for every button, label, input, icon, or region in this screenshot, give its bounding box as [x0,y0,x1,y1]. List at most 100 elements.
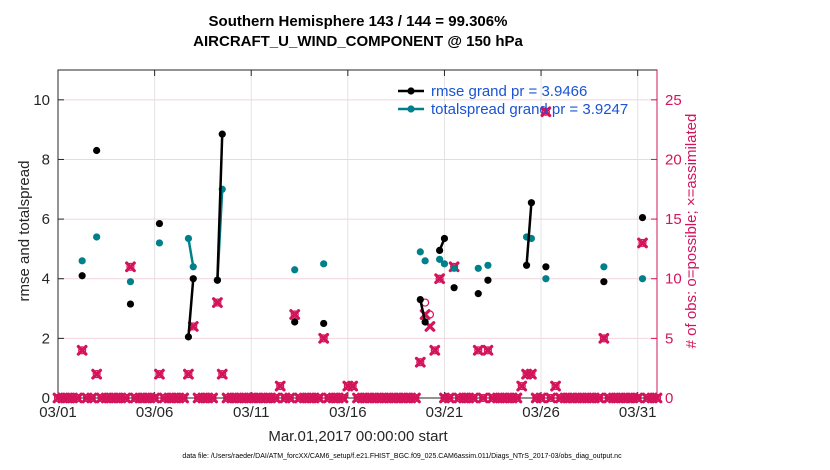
obs-assimilated-stroke [414,356,426,368]
obs-assimilated-stroke [337,392,349,404]
obs-assimilated-stroke [651,392,663,404]
obs-assimilated-point [284,392,296,404]
obs-possible-point [483,346,493,355]
obs-assimilated-stroke [318,332,330,344]
totalspread-point [638,275,647,283]
y2-tick-label: 0 [665,390,673,407]
y2-tick-label: 20 [665,151,682,168]
obs-assimilated-point [482,344,494,356]
obs-assimilated-stroke [593,392,605,404]
grid-lines [57,70,657,399]
obs-assimilated-point [598,332,610,344]
y2-tick-label: 10 [665,271,682,288]
obs-possible-point [184,370,193,379]
totalspread-point [542,275,550,283]
obs-assimilated-point [86,392,98,404]
obs-possible-point [551,381,560,391]
obs-possible-point [435,274,444,283]
obs-assimilated-stroke [424,321,436,332]
obs-assimilated-stroke [154,368,165,380]
totalspread-point [421,257,429,265]
totalspread-point [320,260,328,268]
obs-assimilated-point [149,392,161,404]
x-tick-label: 03/11 [233,404,269,421]
obs-assimilated-point [434,273,446,285]
y-tick-label: 0 [42,390,50,407]
obs-assimilated-point [269,392,281,404]
obs-assimilated-point [212,297,223,308]
obs-assimilated-stroke [274,380,286,392]
obs-assimilated-point [154,368,165,380]
obs-possible-point [290,310,299,319]
obs-assimilated-stroke [269,392,281,404]
obs-possible-point [474,346,483,355]
totalspread-point [600,263,608,271]
y2-tick-label: 25 [665,92,682,109]
legend-rmse-marker [407,87,415,95]
obs-assimilated-stroke [216,368,228,380]
obs-assimilated-point [526,368,537,380]
x-axis-label: Mar.01,2017 00:00:00 start [268,428,448,445]
obs-assimilated-point [651,392,663,404]
rmse-point [416,296,424,304]
rmse-point [484,276,492,284]
obs-assimilated-point [125,261,136,273]
obs-assimilated-stroke [187,321,199,332]
rmse-point [421,318,429,326]
obs-assimilated-point [216,368,228,380]
obs-possible-point [155,370,164,379]
obs-possible-point [126,262,135,271]
obs-possible-point [599,334,608,343]
totalspread-point [184,234,193,243]
obs-assimilated-point [468,392,479,404]
rmse-point [320,319,328,328]
chart-title: Southern Hemisphere 143 / 144 = 99.306% [209,13,508,30]
totalspread-point [440,260,449,268]
rmse-point [600,278,608,286]
rmse-line-segment [419,299,427,323]
y-tick-label: 2 [42,330,50,347]
obs-assimilated-stroke [419,309,431,320]
y-axis-left: 0 2 4 6 8 10 [33,92,64,407]
y-tick-label: 8 [42,151,50,168]
obs-assimilated-stroke [347,380,359,392]
totalspread-point [291,266,299,274]
y-tick-label: 10 [33,92,50,109]
chart-subtitle: AIRCRAFT_U_WIND_COMPONENT @ 150 hPa [193,33,523,50]
obs-assimilated-point [71,392,83,404]
totalspread-point [126,278,135,286]
obs-assimilated-stroke [178,392,189,404]
y-tick-label: 4 [42,271,50,288]
obs-assimilated-point [540,106,552,118]
obs-assimilated-stroke [472,344,484,356]
obs-possible-point [541,107,550,116]
legend-spread-label: totalspread grand pr = 3.9247 [431,101,628,118]
rmse-point [522,261,531,269]
obs-assimilated-stroke [71,392,83,404]
rmse-point [527,199,536,207]
obs-assimilated-point [274,380,286,392]
y2-tick-label: 5 [665,330,673,347]
obs-assimilated-point [313,392,325,404]
obs-possible-point [638,238,647,248]
obs-assimilated-point [207,392,218,404]
obs-assimilated-stroke [550,380,561,392]
obs-assimilated-point [443,392,455,404]
data-marks [52,106,663,404]
rmse-line-segment [525,202,533,266]
x-tick-label: 03/26 [522,404,560,421]
obs-assimilated-point [472,344,484,356]
obs-assimilated-point [550,380,561,392]
plot-area-frame [57,69,658,399]
x-tick-label: 03/31 [619,404,657,421]
obs-possible-point [319,334,328,343]
y-axis-right: 0 5 10 15 20 25 [651,70,682,407]
y2-tick-label: 15 [665,211,682,228]
obs-possible-point [517,381,526,391]
obs-assimilated-point [289,309,301,320]
obs-possible-point [416,358,425,367]
x-tick-label: 03/16 [329,404,367,421]
obs-assimilated-stroke [429,344,441,356]
obs-assimilated-point [183,368,194,380]
